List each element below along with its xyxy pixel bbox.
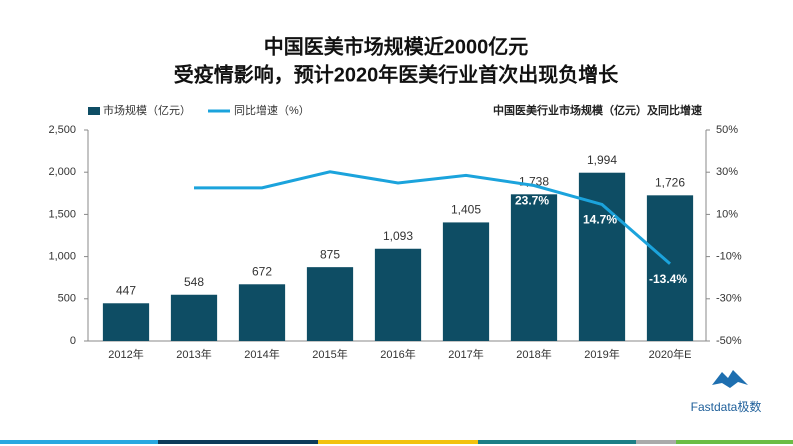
y-tick-label: 500 xyxy=(58,293,76,305)
x-tick-label: 2018年 xyxy=(516,347,551,361)
line xyxy=(194,170,671,265)
x-tick-label: 2016年 xyxy=(380,347,415,361)
line-value-label: 14.7% xyxy=(583,213,617,227)
chart-title: 中国医美市场规模近2000亿元 xyxy=(264,34,529,58)
x-tick-label: 2012年 xyxy=(108,347,143,361)
bar-value-label: 875 xyxy=(320,247,340,261)
logo-icon xyxy=(712,370,748,388)
strip xyxy=(158,440,318,444)
bar-value-label: 1,405 xyxy=(451,203,481,217)
bar-value-label: 1,994 xyxy=(587,153,617,167)
y2-tick-label: 50% xyxy=(716,124,738,136)
strip xyxy=(676,440,793,444)
x-tick-label: 2017年 xyxy=(448,347,483,361)
chart-note: 中国医美行业市场规模（亿元）及同比增速 xyxy=(493,103,702,117)
x-tick-label: 2013年 xyxy=(176,347,211,361)
bar xyxy=(442,222,490,341)
y2-tick-label: -10% xyxy=(716,251,742,263)
bar-value-label: 1,093 xyxy=(383,229,413,243)
bar xyxy=(306,267,354,341)
y2-tick-label: 30% xyxy=(716,166,738,178)
bar-value-label: 447 xyxy=(116,283,136,297)
x-tick-label: 2014年 xyxy=(244,347,279,361)
y-tick-label: 0 xyxy=(70,335,76,347)
bar xyxy=(238,284,286,341)
brand: Fastdata极数 xyxy=(691,399,762,414)
y-tick-label: 1,500 xyxy=(48,208,76,220)
strip xyxy=(0,440,158,444)
strip xyxy=(478,440,636,444)
bar xyxy=(374,248,422,341)
strip xyxy=(318,440,478,444)
legend-swatch xyxy=(88,107,100,115)
bar-value-label: 672 xyxy=(252,264,272,278)
y-tick-label: 2,500 xyxy=(48,124,76,136)
y2-tick-label: 10% xyxy=(716,208,738,220)
x-tick-label: 2019年 xyxy=(584,347,619,361)
y2-tick-label: -50% xyxy=(716,335,742,347)
line-value-label: 23.7% xyxy=(515,194,549,208)
bar xyxy=(102,303,150,341)
x-tick-label: 2020年E xyxy=(649,347,692,361)
bar xyxy=(510,194,558,341)
strip xyxy=(636,440,676,444)
x-tick-label: 2015年 xyxy=(312,347,347,361)
chart-subtitle: 受疫情影响，预计2020年医美行业首次出现负增长 xyxy=(174,62,619,86)
legend-label: 同比增速（%） xyxy=(234,103,310,117)
bar-value-label: 548 xyxy=(184,275,204,289)
y2-tick-label: -30% xyxy=(716,293,742,305)
bar xyxy=(646,195,694,341)
legend-label: 市场规模（亿元） xyxy=(103,103,191,117)
logo: Fastdata极数 xyxy=(691,370,762,414)
bar-value-label: 1,726 xyxy=(655,175,685,189)
y-tick-label: 1,000 xyxy=(48,251,76,263)
bar xyxy=(578,172,626,341)
bar xyxy=(170,294,218,341)
line-value-label: -13.4% xyxy=(649,272,687,286)
bottom-strip xyxy=(0,440,793,444)
y-tick-label: 2,000 xyxy=(48,166,76,178)
